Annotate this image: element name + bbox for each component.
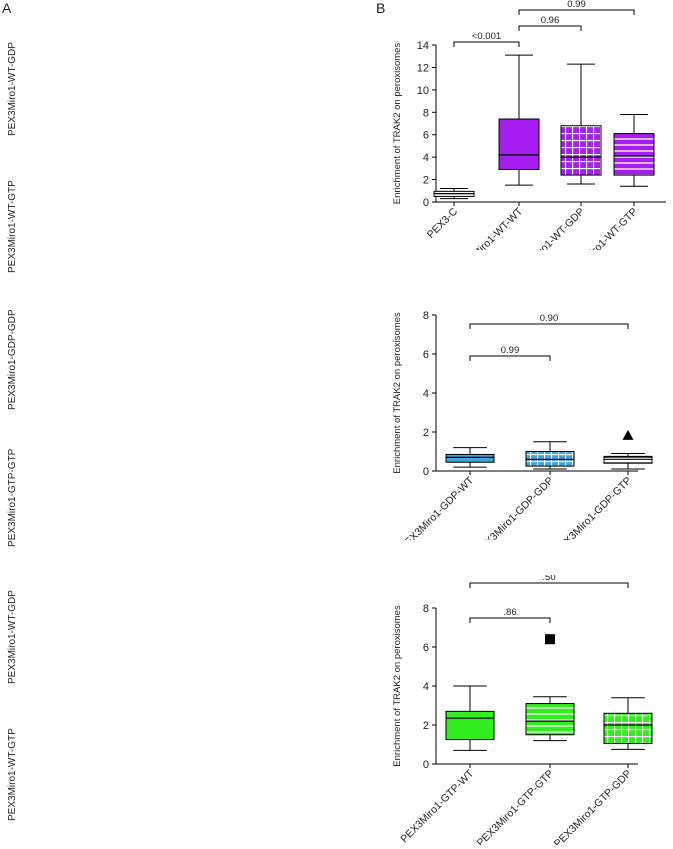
row-label: PEX3Miro1-WT-GTP (7, 728, 18, 821)
y-tick-label: 12 (417, 62, 429, 74)
y-tick-label: 6 (423, 349, 429, 361)
box (445, 710, 495, 741)
y-tick-label: 10 (417, 85, 429, 97)
row-label: PEX3Miro1-WT-GTP (7, 180, 18, 273)
y-tick-label: 4 (423, 152, 429, 164)
y-tick-label: 2 (423, 175, 429, 187)
y-tick-label: 8 (423, 603, 429, 615)
row-label: PEX3Miro1-WT-GDP (7, 42, 18, 136)
y-tick-label: 0 (423, 759, 429, 771)
p-value-label: 0.99 (501, 345, 520, 356)
comparison-bracket (453, 41, 520, 47)
comparison-bracket (518, 9, 635, 15)
box (445, 453, 495, 463)
x-tick-label: PEX3Miro1-GTP-GDP (552, 768, 634, 845)
comparison-bracket (469, 323, 629, 329)
panel-a-letter: A (2, 0, 12, 16)
y-tick-label: 0 (423, 197, 429, 209)
p-value-label: 0.96 (541, 15, 560, 26)
box (560, 125, 602, 176)
x-tick-label: PEX3Miro1-GDP-GTP (552, 475, 634, 540)
outlier-point (622, 429, 634, 440)
y-tick-label: 2 (423, 427, 429, 439)
box (498, 118, 540, 170)
y-tick-label: 4 (423, 388, 429, 400)
y-tick-label: 2 (423, 720, 429, 732)
p-value-label: .50 (542, 575, 555, 583)
y-tick-label: 6 (423, 642, 429, 654)
box (525, 703, 575, 736)
comparison-bracket (469, 355, 551, 361)
p-value-label: .86 (503, 607, 516, 618)
x-tick-label: PEX3Miro1-GDP-GDP (473, 475, 556, 540)
y-tick-label: 0 (423, 466, 429, 478)
y-axis-label: Enrichment of TRAK2 on peroxisomes (392, 605, 403, 767)
outlier-point (545, 634, 555, 645)
micrograph-grid: PEX3Miro1-WT-GDP PEX3Miro1-WT-GTP PEX3Miro… (7, 10, 375, 836)
p-value-label: <0.001 (472, 31, 501, 42)
y-tick-label: 4 (423, 681, 429, 693)
comparison-bracket (469, 617, 551, 623)
comparison-bracket (469, 582, 629, 588)
x-tick-label: PEX3Miro1-WT-WT (451, 205, 525, 250)
box (603, 712, 653, 745)
y-tick-label: 8 (423, 107, 429, 119)
x-tick-label: PEX3Miro1-GTP-WT (398, 767, 476, 845)
box (613, 133, 655, 176)
row-label: PEX3Miro1-GTP-GTP (7, 448, 18, 547)
x-tick-label: PEX3Miro1-GDP-WT (397, 474, 476, 540)
box-plot-1: 0 2 4 6 8 10 12 14 Enrichment of TRAK2 on peroxi… (392, 0, 666, 250)
comparison-bracket (518, 25, 582, 31)
x-tick-label: PEX3-C (425, 205, 461, 241)
p-value-label: 0.99 (567, 0, 586, 10)
row-label: PEX3Miro1-WT-GDP (7, 590, 18, 684)
y-tick-label: 14 (417, 40, 429, 52)
p-value-label: 0.90 (540, 313, 559, 324)
y-axis-label: Enrichment of TRAK2 on peroxisomes (392, 312, 403, 474)
panel-b-letter: B (376, 0, 386, 16)
y-tick-label: 6 (423, 130, 429, 142)
row-label: PEX3Miro1-GDP-GDP (7, 309, 18, 410)
y-axis-label: Enrichment of TRAK2 on peroxisomes (392, 43, 403, 205)
x-tick-label: PEX3Miro1-GTP-GTP (475, 768, 557, 845)
y-tick-label: 8 (423, 310, 429, 322)
